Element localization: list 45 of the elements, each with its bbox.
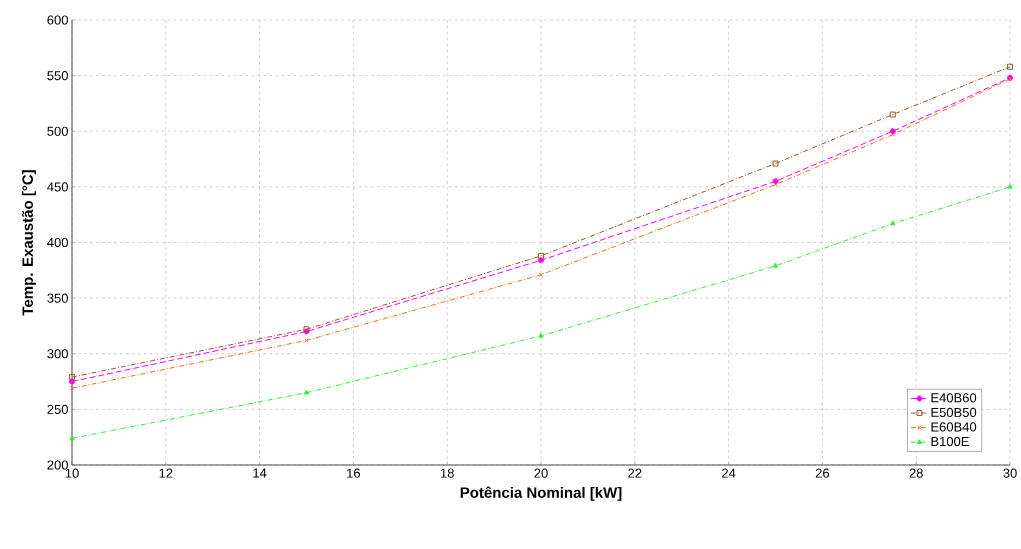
y-tick-label: 450 bbox=[47, 182, 68, 192]
legend-label: B100E bbox=[931, 436, 969, 447]
point bbox=[1007, 63, 1013, 70]
point bbox=[538, 272, 544, 278]
x-tick-label: 26 bbox=[815, 468, 830, 478]
x-tick-label: 10 bbox=[65, 468, 79, 478]
point bbox=[538, 257, 544, 264]
legend-label: E60B40 bbox=[931, 422, 977, 432]
x-tick-label: 24 bbox=[722, 468, 736, 478]
point bbox=[890, 132, 896, 137]
x-tick-label: 18 bbox=[440, 468, 454, 478]
point bbox=[69, 385, 75, 391]
point bbox=[772, 262, 779, 268]
legend-label: E50B50 bbox=[931, 407, 977, 417]
point bbox=[889, 111, 896, 118]
x-tick-label: 12 bbox=[159, 468, 173, 478]
y-axis-title: Temp. Exaustão [°C] bbox=[21, 170, 36, 316]
point bbox=[772, 160, 779, 167]
y-tick-label: 350 bbox=[47, 293, 68, 303]
y-tick-label: 500 bbox=[47, 126, 68, 136]
y-tick-label: 300 bbox=[47, 349, 68, 359]
point bbox=[303, 389, 310, 395]
x-tick-label: 30 bbox=[1003, 468, 1017, 478]
point bbox=[538, 252, 544, 259]
y-tick-label: 600 bbox=[47, 15, 68, 25]
point bbox=[538, 332, 544, 338]
point bbox=[1007, 183, 1013, 189]
legend-label: E40B60 bbox=[931, 393, 977, 403]
x-tick-label: 16 bbox=[347, 468, 361, 478]
y-tick-label: 550 bbox=[47, 71, 68, 81]
point bbox=[69, 435, 75, 441]
x-tick-label: 28 bbox=[909, 468, 923, 478]
y-tick-label: 250 bbox=[47, 404, 68, 414]
point bbox=[773, 182, 778, 187]
x-tick-label: 22 bbox=[628, 468, 642, 478]
point bbox=[69, 378, 75, 385]
y-tick-label: 400 bbox=[47, 237, 68, 248]
x-tick-label: 14 bbox=[253, 468, 267, 478]
x-tick-label: 20 bbox=[534, 468, 548, 478]
point bbox=[890, 220, 896, 226]
point bbox=[772, 178, 779, 185]
point bbox=[69, 374, 75, 381]
point bbox=[304, 338, 309, 343]
x-axis-title: Potência Nominal [kW] bbox=[460, 486, 622, 501]
y-tick-label: 200 bbox=[47, 460, 68, 470]
